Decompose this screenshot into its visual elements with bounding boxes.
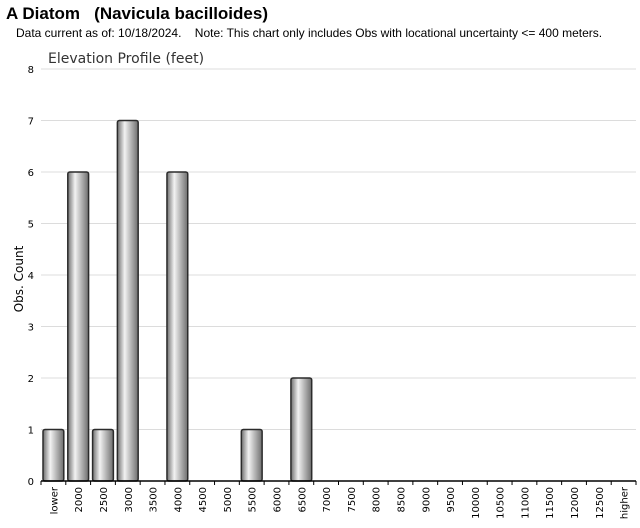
x-tick-label: 8000 [372,487,383,512]
y-tick-label: 8 [28,65,34,76]
x-tick-label: 12000 [570,487,581,519]
y-tick-label: 2 [28,374,34,385]
y-tick-label: 0 [28,477,34,488]
x-tick-label: 2500 [99,487,110,512]
chart-title-species: A Diatom (Navicula bacilloides) [6,4,268,23]
y-tick-label: 4 [28,271,34,282]
x-tick-label: higher [620,486,631,519]
x-tick-label: 12500 [595,487,606,519]
bar-5500 [240,428,263,482]
x-tick-label: 7000 [322,487,333,512]
x-tick-label: 11500 [545,487,556,519]
bar-2500 [91,428,115,482]
x-tick-label: 4500 [198,487,209,512]
x-tick-label: 10500 [496,487,507,519]
y-axis-label: Obs. Count [12,245,26,312]
y-tick-label: 3 [28,323,34,334]
y-tick-label: 6 [28,168,34,179]
bar-2000 [67,171,90,482]
x-tick-label: 9000 [421,487,432,512]
y-tick-label: 7 [28,117,34,128]
x-tick-label: 4000 [173,487,184,512]
bar-6500 [290,377,313,482]
x-tick-label: 9500 [446,487,457,512]
bar-4000 [166,171,189,482]
x-tick-label: 3000 [124,487,135,512]
chart-title: Elevation Profile (feet) [48,51,204,67]
x-tick-label: 10000 [471,487,482,519]
x-tick-label: 3500 [149,487,160,512]
x-tick-label: 6000 [273,487,284,512]
bar-3000 [116,119,139,482]
x-tick-label: lower [49,486,60,514]
y-tick-label: 1 [28,426,34,437]
x-tick-label: 5000 [223,487,234,512]
x-tick-label: 2000 [74,487,85,512]
x-tick-label: 11000 [520,487,531,519]
x-tick-label: 5500 [248,487,259,512]
data-note: Data current as of: 10/18/2024. Note: Th… [16,26,603,40]
x-tick-label: 8500 [396,487,407,512]
bar-lower [42,428,65,482]
y-tick-label: 5 [28,220,34,231]
elevation-chart: 0 1 2 3 4 5 6 7 8 lower 2000 2500 3000 3500 4000 4500 50… [0,44,640,523]
x-tick-label: 7500 [347,487,358,512]
x-tick-label: 6500 [297,487,308,512]
